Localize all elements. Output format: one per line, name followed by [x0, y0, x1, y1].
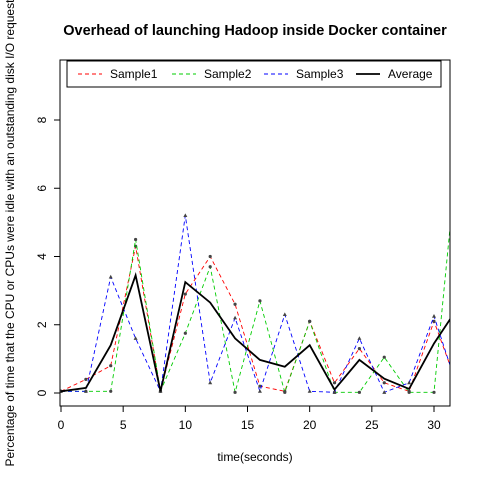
data-point: [357, 390, 361, 394]
data-point: [108, 274, 113, 279]
data-point: [258, 299, 262, 303]
data-point: [233, 315, 238, 320]
data-point: [432, 319, 436, 323]
data-point: [183, 331, 187, 335]
data-point: [109, 364, 113, 368]
data-point: [183, 213, 188, 218]
data-point: [382, 355, 386, 359]
data-point: [208, 254, 212, 259]
series-line-average: [60, 272, 450, 393]
y-tick-label: 8: [35, 116, 49, 123]
legend-label: Sample3: [296, 67, 344, 81]
legend-label: Sample2: [204, 67, 252, 81]
data-point: [258, 384, 262, 388]
data-point: [208, 265, 212, 269]
x-tick-label: 10: [179, 418, 193, 432]
data-point: [307, 389, 312, 393]
x-tick-label: 30: [427, 418, 441, 432]
data-point: [208, 380, 213, 385]
plot-area: [60, 135, 461, 394]
y-tick-label: 2: [35, 321, 49, 328]
x-tick-label: 15: [241, 418, 255, 432]
plot-frame: [59, 59, 451, 407]
data-point: [432, 314, 436, 318]
data-point: [432, 390, 436, 394]
legend-label: Average: [388, 67, 433, 81]
data-point: [407, 390, 411, 394]
data-point: [407, 380, 412, 385]
data-point: [257, 389, 262, 393]
y-tick-label: 4: [35, 253, 49, 260]
data-point: [109, 389, 113, 393]
data-point: [332, 390, 337, 394]
chart-title: Overhead of launching Hadoop inside Dock…: [63, 23, 447, 39]
data-point: [282, 312, 287, 317]
data-point: [357, 336, 362, 340]
legend: Sample1 Sample2 Sample3 Average: [66, 60, 442, 88]
legend-box: [66, 60, 442, 88]
data-point: [457, 390, 461, 394]
data-point: [332, 381, 337, 385]
legend-label: Sample1: [110, 67, 158, 81]
x-tick-label: 5: [120, 418, 127, 432]
data-point: [283, 390, 287, 394]
x-axis-label: time(seconds): [217, 450, 292, 464]
data-point: [382, 390, 387, 394]
series-line-sample2: [61, 223, 450, 394]
x-tick-label: 0: [58, 418, 65, 432]
data-point: [183, 292, 187, 296]
y-axis-label: Percentage of time that the CPU or CPUs …: [3, 0, 17, 466]
data-point: [457, 388, 460, 391]
x-tick-label: 20: [303, 418, 317, 432]
data-point: [133, 336, 138, 340]
data-point: [134, 237, 138, 242]
x-tick-label: 25: [365, 418, 379, 432]
series-line-sample3: [61, 215, 450, 393]
x-axis: 0 5 10 15 20 25 30: [58, 406, 441, 432]
data-point: [233, 390, 237, 394]
data-point: [83, 389, 88, 393]
y-tick-label: 0: [35, 389, 49, 396]
data-point: [308, 319, 312, 323]
data-point: [84, 377, 88, 381]
data-point: [382, 381, 386, 385]
data-point: [457, 135, 460, 138]
y-tick-label: 6: [35, 185, 49, 192]
data-point: [357, 347, 361, 351]
y-axis: 0 2 4 6 8: [35, 116, 60, 396]
data-point: [233, 302, 237, 306]
